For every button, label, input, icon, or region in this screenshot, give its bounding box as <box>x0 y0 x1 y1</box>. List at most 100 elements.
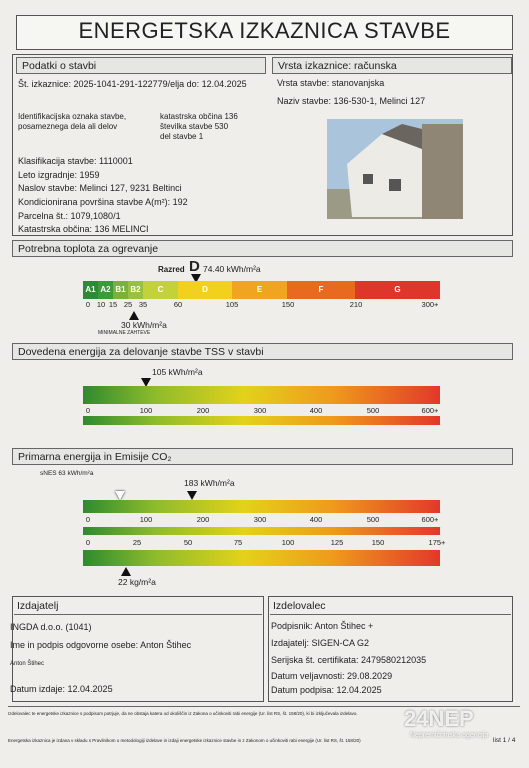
marker <box>191 274 201 283</box>
building-box <box>12 54 513 236</box>
tick-label: 10 <box>96 300 106 309</box>
tick-label: 25 <box>132 538 142 547</box>
marker <box>187 491 197 500</box>
maker-heading: Izdelovalec <box>273 600 326 612</box>
card-number: Št. izkaznice: 2025-1041-291-122779/elja… <box>18 79 247 89</box>
tick-label: 500 <box>366 515 380 524</box>
tick-label: 15 <box>108 300 118 309</box>
page-number: list 1 / 4 <box>493 737 516 744</box>
energy-class: B2 <box>128 281 143 299</box>
delivered-value: 105 kWh/m²a <box>152 367 203 377</box>
tick-label: 100 <box>139 515 153 524</box>
issuer-box <box>12 596 264 702</box>
tick-label: 600+ <box>421 406 439 415</box>
issuer-heading: Izdajatelj <box>17 600 59 612</box>
tick-label: 175+ <box>428 538 446 547</box>
co2-value: 22 kg/m²a <box>118 577 156 587</box>
divider <box>270 614 511 615</box>
building-line: Klasifikacija stavbe: 1110001 <box>18 156 133 166</box>
primary-value: 183 kWh/m²a <box>184 478 235 488</box>
title: ENERGETSKA IZKAZNICA STAVBE <box>78 18 451 43</box>
building-line: Naslov stavbe: Melinci 127, 9231 Beltinc… <box>18 183 182 193</box>
maker-line: Izdajatelj: SIGEN-CA G2 <box>271 638 370 648</box>
class: D <box>189 258 200 275</box>
divider <box>14 614 262 615</box>
energy-class: A1 <box>83 281 98 299</box>
section-heading: Potrebna toplota za ogrevanje <box>12 240 513 257</box>
issuer-date: Datum izdaje: 12.04.2025 <box>10 684 113 694</box>
heating-value: 74.40 kWh/m²a <box>203 264 261 274</box>
energy-class: D <box>178 281 232 299</box>
card-type: Vrsta izkaznice: računska <box>272 57 512 74</box>
maker-box <box>268 596 513 702</box>
energy-class: C <box>143 281 178 299</box>
reference-marker <box>115 491 125 500</box>
building-name: Naziv stavbe: 136-530-1, Melinci 127 <box>277 96 426 106</box>
gradient-bar <box>83 416 440 425</box>
tick-label: 100 <box>281 538 295 547</box>
gradient-bar <box>83 550 440 566</box>
tick-label: 105 <box>225 300 239 309</box>
maker-line: Podpisnik: Anton Štihec + <box>271 621 374 631</box>
gradient-bar <box>83 500 440 513</box>
building-line: Kondicionirana površina stavbe A(m²): 19… <box>18 197 188 207</box>
tick-label: 400 <box>309 406 323 415</box>
ident-value: del stavbe 1 <box>160 132 204 141</box>
footer-note: Energetska izkaznica je izdana v skladu … <box>8 738 361 743</box>
tick-label: 150 <box>371 538 385 547</box>
tick-label: 600+ <box>421 515 439 524</box>
building-photo <box>327 119 463 219</box>
tick-label: 300 <box>253 406 267 415</box>
building-line: Parcelna št.: 1079,1080/1 <box>18 211 121 221</box>
tick-label: 0 <box>85 406 91 415</box>
energy-class: F <box>287 281 355 299</box>
tick-label: 300 <box>253 515 267 524</box>
tick-label: 150 <box>281 300 295 309</box>
ident-label: Identifikacijska oznaka stavbe, posamezn… <box>18 112 127 131</box>
minimum-value: 30 kWh/m²a <box>121 320 167 330</box>
minimum-label: MINIMALNE ZAHTEVE <box>98 330 151 336</box>
marker <box>121 567 131 576</box>
gradient-bar <box>83 527 440 535</box>
energy-class: G <box>355 281 440 299</box>
section-heading: Podatki o stavbi <box>16 57 266 74</box>
tick-label: 400 <box>309 515 323 524</box>
tick-label: 0 <box>85 515 91 524</box>
tick-label: 50 <box>183 538 193 547</box>
energy-class: E <box>232 281 287 299</box>
reference-value: sNES 63 kWh/m²a <box>40 470 94 477</box>
maker-line: Serijska št. certifikata: 2479580212035 <box>271 655 427 665</box>
energy-class: B1 <box>113 281 128 299</box>
watermark-brand: 24NEP <box>404 706 474 731</box>
tick-label: 100 <box>139 406 153 415</box>
tick-label: 210 <box>349 300 363 309</box>
gradient-bar <box>83 386 440 404</box>
issuer-company: INGDA d.o.o. (1041) <box>10 622 92 632</box>
maker-line: Datum podpisa: 12.04.2025 <box>271 685 382 695</box>
tick-label: 75 <box>233 538 243 547</box>
tick-label: 0 <box>85 538 91 547</box>
tick-label: 0 <box>85 300 91 309</box>
ident-value: katastrska občina 136 <box>160 112 238 121</box>
divider <box>8 706 520 707</box>
class-label: Razred <box>158 265 185 274</box>
tick-label: 125 <box>330 538 344 547</box>
title-box <box>16 15 513 50</box>
tick-label: 300+ <box>421 300 439 309</box>
tick-label: 200 <box>196 515 210 524</box>
building-line: Katastrska občina: 136 MELINCI <box>18 224 149 234</box>
watermark-tagline: Nepremičninska agencija <box>410 732 489 739</box>
tick-label: 500 <box>366 406 380 415</box>
tick-label: 35 <box>138 300 148 309</box>
energy-class: A2 <box>98 281 113 299</box>
ident-value: številka stavbe 530 <box>160 122 229 131</box>
building-line: Leto izgradnje: 1959 <box>18 170 100 180</box>
minimum-marker <box>129 311 139 320</box>
building-type: Vrsta stavbe: stanovanjska <box>277 78 385 88</box>
section-heading: Dovedena energija za delovanje stavbe TS… <box>12 343 513 360</box>
marker <box>141 378 151 387</box>
maker-line: Datum veljavnosti: 29.08.2029 <box>271 671 393 681</box>
footer-note: Izdelovalec te energetske izkaznice s po… <box>8 711 358 716</box>
